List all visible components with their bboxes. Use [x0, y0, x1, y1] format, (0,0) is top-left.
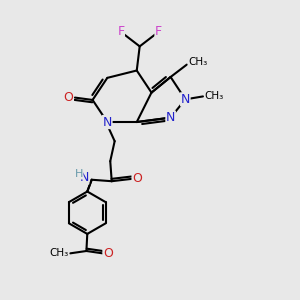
- Text: CH₃: CH₃: [188, 57, 208, 67]
- Text: H: H: [74, 169, 83, 179]
- Text: N: N: [166, 111, 175, 124]
- Text: F: F: [117, 25, 124, 38]
- Text: O: O: [132, 172, 142, 185]
- Text: N: N: [103, 116, 112, 128]
- Text: N: N: [80, 171, 89, 184]
- Text: N: N: [181, 93, 190, 106]
- Text: F: F: [155, 25, 162, 38]
- Text: CH₃: CH₃: [50, 248, 69, 258]
- Text: O: O: [103, 247, 113, 260]
- Text: O: O: [64, 91, 74, 104]
- Text: CH₃: CH₃: [205, 92, 224, 101]
